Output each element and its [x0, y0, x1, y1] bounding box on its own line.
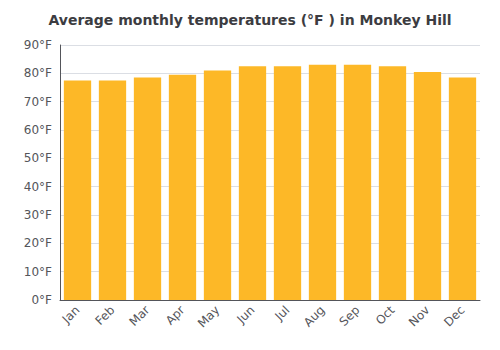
svg-text:70°F: 70°F [24, 95, 52, 109]
svg-text:Sep: Sep [337, 303, 363, 329]
svg-text:90°F: 90°F [24, 38, 52, 52]
svg-text:Jul: Jul [272, 303, 293, 324]
svg-text:Oct: Oct [373, 303, 398, 328]
svg-text:Dec: Dec [441, 303, 467, 329]
svg-text:50°F: 50°F [24, 151, 52, 165]
svg-text:Aug: Aug [301, 303, 327, 329]
svg-text:Mar: Mar [127, 303, 153, 329]
svg-text:Average monthly temperatures (: Average monthly temperatures (°F ) in Mo… [48, 12, 451, 28]
svg-text:Nov: Nov [406, 303, 432, 329]
svg-text:30°F: 30°F [24, 208, 52, 222]
svg-text:80°F: 80°F [24, 66, 52, 80]
svg-text:May: May [195, 303, 222, 330]
svg-text:20°F: 20°F [24, 236, 52, 250]
svg-text:Feb: Feb [93, 303, 118, 328]
svg-text:60°F: 60°F [24, 123, 52, 137]
svg-text:Jun: Jun [234, 303, 258, 327]
svg-text:0°F: 0°F [31, 293, 52, 307]
svg-text:10°F: 10°F [24, 265, 52, 279]
svg-text:Apr: Apr [163, 303, 188, 328]
svg-text:Jan: Jan [59, 303, 83, 327]
svg-text:40°F: 40°F [24, 180, 52, 194]
